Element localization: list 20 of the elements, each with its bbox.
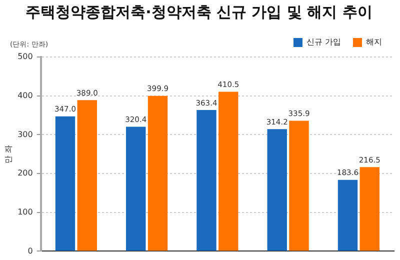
- chart-title: 주택청약종합저축·청약저축 신규 가입 및 해지 추이: [26, 2, 372, 21]
- bar: [196, 110, 216, 251]
- y-tick-label: 300: [18, 130, 33, 139]
- y-tick-label: 100: [18, 207, 33, 216]
- bar: [338, 180, 358, 251]
- bar: [77, 100, 97, 251]
- y-tick-label: 400: [18, 90, 33, 100]
- legend-label: 해지: [366, 38, 382, 47]
- legend-label: 신규 가입: [306, 38, 342, 47]
- bar: [55, 116, 76, 251]
- y-tick-label: 0: [28, 246, 33, 256]
- bar: [289, 120, 309, 251]
- bar: [126, 126, 146, 251]
- y-tick-label: 200: [18, 168, 33, 178]
- bar: [218, 92, 238, 251]
- bar: [360, 167, 380, 251]
- y-axis-title: 만 좌: [4, 144, 13, 164]
- bar: [267, 129, 287, 251]
- y-tick-label: 500: [18, 52, 33, 62]
- bar: [148, 96, 168, 251]
